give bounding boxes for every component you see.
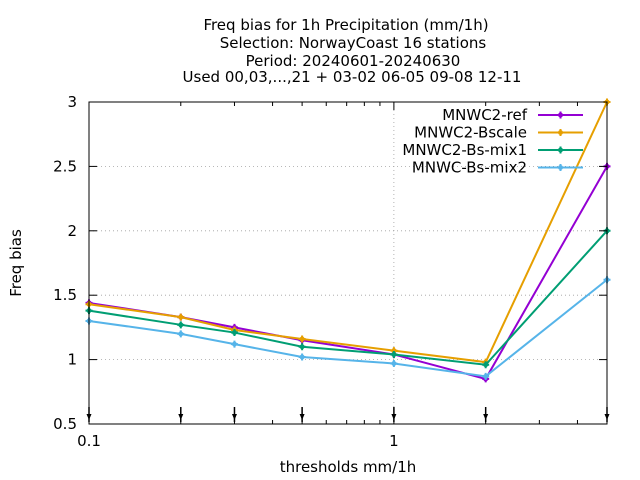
legend-label: MNWC-Bs-mix2: [412, 159, 527, 177]
legend: MNWC2-refMNWC2-BscaleMNWC2-Bs-mix1MNWC-B…: [402, 106, 583, 177]
observation-mark-head: [299, 414, 305, 420]
title-line-4: Used 00,03,...,21 + 03-02 06-05 09-08 12…: [183, 68, 522, 86]
series-layer: [85, 98, 611, 383]
title-line-2: Selection: NorwayCoast 16 stations: [220, 34, 487, 52]
y-tick-label: 1: [67, 351, 77, 369]
y-tick-label: 1.5: [53, 286, 77, 304]
observation-marks: [86, 407, 610, 422]
y-tick-label: 0.5: [53, 415, 77, 433]
grid: [89, 102, 607, 424]
data-point-dot: [178, 322, 184, 328]
y-axis-label: Freq bias: [7, 229, 25, 297]
legend-marker-dot: [558, 112, 563, 118]
legend-label: MNWC2-ref: [442, 106, 527, 124]
data-point-dot: [178, 314, 184, 320]
data-point-dot: [391, 360, 397, 366]
observation-mark-head: [231, 414, 237, 420]
x-tick-label: 0.1: [77, 432, 101, 450]
observation-mark-head: [483, 414, 489, 420]
data-point-dot: [231, 341, 237, 347]
data-point-dot: [178, 331, 184, 337]
legend-marker-dot: [558, 147, 563, 153]
y-tick-label: 3: [67, 93, 77, 111]
data-point-dot: [483, 373, 489, 379]
legend-label: MNWC2-Bs-mix1: [402, 141, 527, 159]
y-tick-label: 2.5: [53, 157, 77, 175]
legend-label: MNWC2-Bscale: [414, 124, 527, 142]
y-tick-label: 2: [67, 222, 77, 240]
legend-marker-dot: [558, 165, 563, 170]
title-line-1: Freq bias for 1h Precipitation (mm/1h): [203, 16, 488, 34]
x-tick-label: 1: [389, 432, 399, 450]
data-point-dot: [299, 336, 305, 342]
observation-mark-head: [178, 414, 184, 420]
data-point-dot: [391, 348, 397, 354]
axes: 0.5 1 1.5 2 2.5 3 0.1 1: [53, 93, 608, 450]
title-line-3: Period: 20240601-20240630: [246, 52, 461, 70]
legend-marker-dot: [558, 130, 563, 135]
x-axis-label: thresholds mm/1h: [280, 458, 417, 476]
data-point-dot: [391, 351, 397, 357]
series-line: [88, 278, 608, 378]
data-point-dot: [299, 354, 305, 360]
chart-title: Freq bias for 1h Precipitation (mm/1h) S…: [183, 16, 522, 86]
plot-frame: [88, 101, 608, 425]
series-line: [88, 165, 608, 381]
data-point-dot: [299, 344, 305, 350]
data-point-dot: [231, 330, 237, 336]
data-point-dot: [483, 362, 489, 368]
